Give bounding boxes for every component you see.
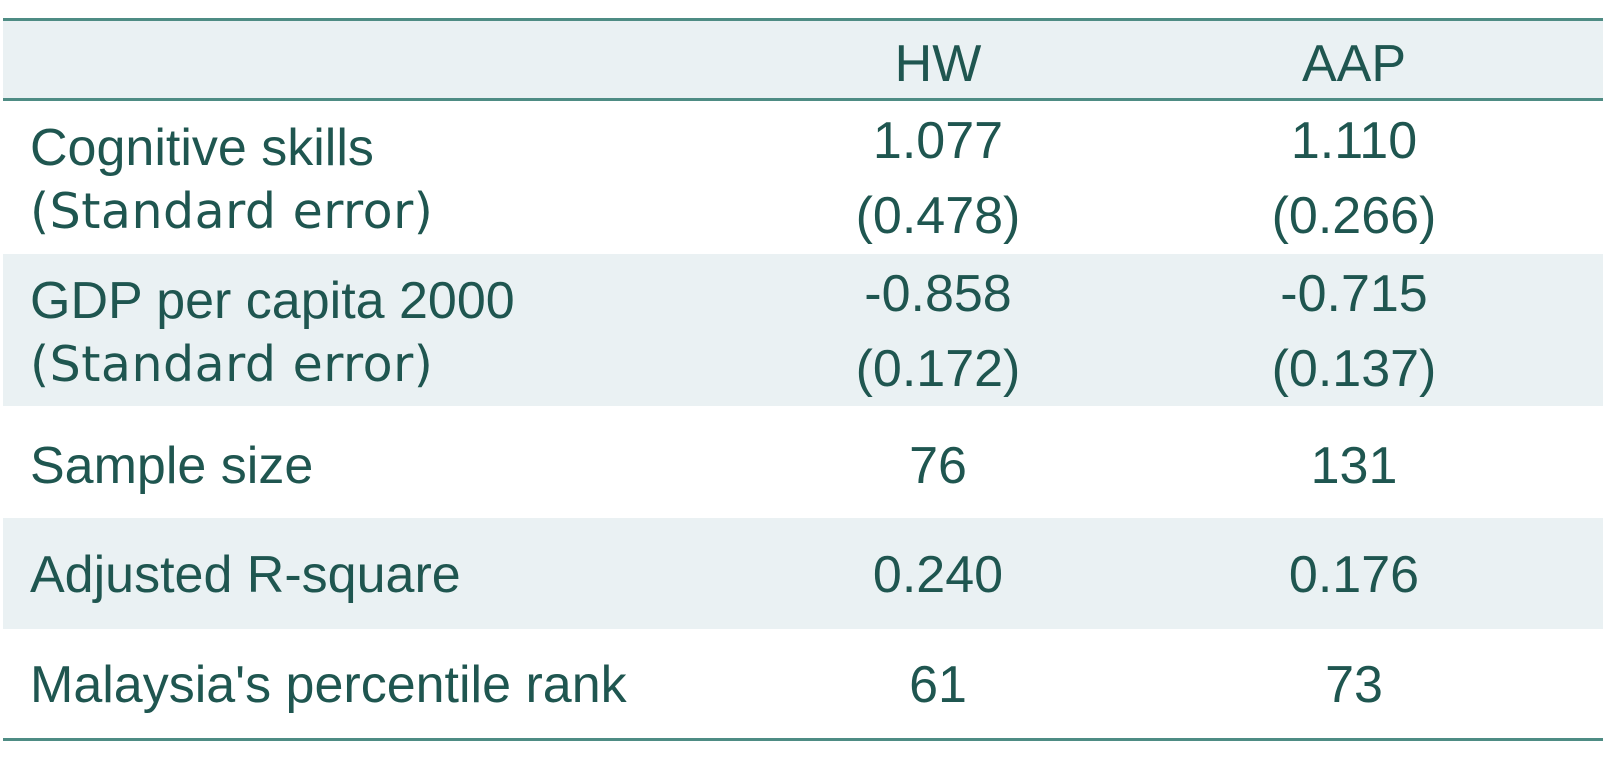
- table-row-percentile-rank: Malaysia's percentile rank 61 73: [3, 629, 1603, 739]
- standard-error-label: (Standard error): [30, 183, 434, 240]
- aap-standard-error: (0.266): [1271, 187, 1437, 245]
- row-label: GDP per capita 2000: [30, 272, 515, 330]
- aap-value: 0.176: [1288, 546, 1420, 604]
- hw-value: 76: [909, 437, 967, 495]
- row-label: Adjusted R-square: [30, 546, 461, 604]
- aap-value: 1.110: [1290, 112, 1418, 170]
- hw-standard-error: (0.478): [855, 187, 1021, 245]
- row-label: Cognitive skills: [30, 119, 374, 177]
- hw-value: -0.858: [864, 265, 1012, 323]
- row-label: Sample size: [30, 437, 314, 495]
- table-row-sample-size: Sample size 76 131: [3, 406, 1603, 518]
- column-header-hw: HW: [894, 35, 982, 93]
- table-row-adjusted-r-square: Adjusted R-square 0.240 0.176: [3, 518, 1603, 629]
- aap-value: 73: [1325, 656, 1383, 714]
- table-header-rule: [3, 98, 1603, 101]
- table-row-cognitive-skills: Cognitive skills 1.077 1.110 (Standard e…: [3, 101, 1603, 254]
- hw-value: 61: [909, 656, 967, 714]
- hw-value: 0.240: [872, 546, 1004, 604]
- table-top-rule: [3, 18, 1603, 21]
- aap-standard-error: (0.137): [1271, 340, 1437, 398]
- table-row-gdp-per-capita: GDP per capita 2000 -0.858 -0.715 (Stand…: [3, 254, 1603, 406]
- aap-value: 131: [1310, 437, 1398, 495]
- standard-error-label: (Standard error): [30, 336, 434, 393]
- hw-value: 1.077: [872, 112, 1004, 170]
- table-bottom-rule: [3, 738, 1603, 741]
- table-header-row: HW AAP: [3, 21, 1603, 100]
- row-label: Malaysia's percentile rank: [30, 656, 627, 714]
- column-header-aap: AAP: [1301, 35, 1407, 93]
- aap-value: -0.715: [1280, 265, 1428, 323]
- hw-standard-error: (0.172): [855, 340, 1021, 398]
